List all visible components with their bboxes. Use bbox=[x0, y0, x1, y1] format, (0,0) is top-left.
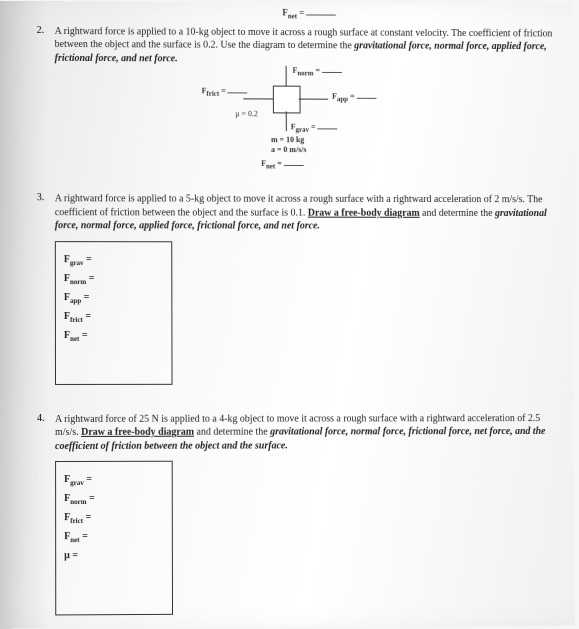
q4-fgrav: Fgrav = bbox=[64, 474, 164, 487]
q2-free-body-diagram: Fnorm = Fgrav = Ffrict = Fapp = μ = 0.2 … bbox=[184, 66, 402, 166]
fbd-mass-label: m = 10 kg bbox=[271, 135, 304, 144]
q4-fnorm: Fnorm = bbox=[64, 493, 164, 506]
q3-answer-box: Fgrav = Fnorm = Fapp = Ffrict = Fnet = bbox=[55, 241, 173, 385]
page-curl-shadow bbox=[0, 1, 50, 629]
q4-number: 4. bbox=[37, 413, 45, 424]
question-4: 4. A rightward force of 25 N is applied … bbox=[55, 412, 565, 616]
fbd-arrow-up bbox=[286, 66, 287, 86]
fbd-fnet-label: Fnet = bbox=[261, 157, 303, 171]
page: Fnet = 2. A rightward force is applied t… bbox=[0, 1, 575, 629]
q3-fnorm: Fnorm = bbox=[64, 273, 164, 286]
question-2: 2. A rightward force is applied to a 10-… bbox=[55, 25, 563, 166]
q2-number: 2. bbox=[37, 25, 44, 36]
q3-fnet: Fnet = bbox=[64, 330, 164, 343]
q3-text: A rightward force is applied to a 5-kg o… bbox=[55, 193, 563, 234]
q3-fapp: Fapp = bbox=[64, 292, 164, 305]
q4-underline: Draw a free-body diagram bbox=[81, 427, 194, 438]
page-content: Fnet = 2. A rightward force is applied t… bbox=[55, 1, 565, 622]
q4-ffrict: Ffrict = bbox=[64, 512, 164, 525]
q2-text: A rightward force is applied to a 10-kg … bbox=[55, 25, 562, 67]
q4-mu: μ = bbox=[64, 550, 164, 561]
q3-ffrict: Ffrict = bbox=[64, 311, 164, 324]
fbd-fnorm-label: Fnorm = bbox=[293, 64, 342, 78]
fbd-arrow-left bbox=[243, 99, 273, 100]
q4-answer-box: Fgrav = Fnorm = Ffrict = Fnet = μ = bbox=[55, 461, 173, 616]
q3-text-b: and determine the bbox=[422, 208, 495, 219]
q3-number: 3. bbox=[37, 193, 44, 204]
fbd-ffrict-label: Ffrict = bbox=[202, 85, 248, 99]
q3-underline: Draw a free-body diagram bbox=[308, 207, 420, 218]
q4-fnet: Fnet = bbox=[64, 531, 164, 544]
question-3: 3. A rightward force is applied to a 5-k… bbox=[55, 193, 564, 385]
q4-text: A rightward force of 25 N is applied to … bbox=[55, 412, 564, 453]
q4-text-b: and determine the bbox=[197, 427, 271, 438]
fbd-mu-label: μ = 0.2 bbox=[235, 110, 258, 119]
fbd-fgrav-label: Fgrav = bbox=[291, 121, 337, 135]
fbd-arrow-down bbox=[286, 112, 287, 132]
q3-fgrav: Fgrav = bbox=[64, 254, 164, 267]
fbd-box bbox=[273, 86, 301, 114]
top-fnet-label: Fnet = bbox=[55, 1, 562, 21]
fbd-fapp-label: Fapp = bbox=[332, 90, 376, 104]
fbd-accel-label: a = 0 m/s/s bbox=[271, 145, 307, 154]
fbd-arrow-right bbox=[299, 99, 329, 100]
